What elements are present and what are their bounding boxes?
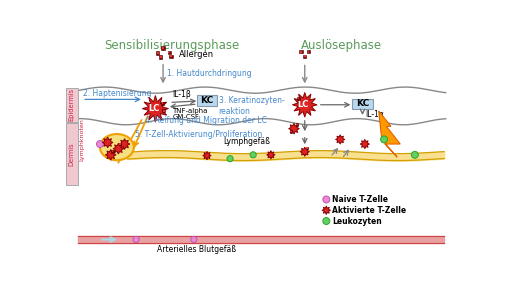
Text: KC: KC [355,99,369,108]
FancyBboxPatch shape [159,55,162,59]
Text: LC: LC [297,100,308,109]
FancyBboxPatch shape [119,143,120,145]
FancyBboxPatch shape [305,146,308,149]
FancyBboxPatch shape [160,56,161,58]
Polygon shape [203,151,211,160]
Polygon shape [360,140,369,149]
FancyBboxPatch shape [298,50,302,53]
Polygon shape [113,143,124,154]
Polygon shape [142,95,168,122]
Polygon shape [105,149,116,160]
Text: IL-1β: IL-1β [172,90,191,99]
FancyBboxPatch shape [289,130,292,133]
FancyBboxPatch shape [306,50,310,53]
Text: IL-1α: IL-1α [364,110,383,118]
Text: Lymphgefäß: Lymphgefäß [223,137,270,146]
FancyBboxPatch shape [163,110,164,112]
Text: Aktivierte T-Zelle: Aktivierte T-Zelle [332,206,406,215]
Text: 2. Haptenisierung: 2. Haptenisierung [83,89,151,98]
Text: Naive T-Zelle: Naive T-Zelle [332,195,388,204]
Polygon shape [378,111,399,157]
Polygon shape [292,92,317,117]
FancyBboxPatch shape [296,124,297,125]
Circle shape [380,136,387,143]
FancyBboxPatch shape [295,124,298,126]
FancyBboxPatch shape [168,52,170,53]
FancyBboxPatch shape [306,147,307,149]
Circle shape [133,236,139,243]
Circle shape [190,236,196,243]
Polygon shape [288,123,299,134]
Text: KC: KC [200,96,213,105]
Text: 5. T-Zell-Aktivierung/Proliferation: 5. T-Zell-Aktivierung/Proliferation [135,130,262,139]
Circle shape [411,151,418,158]
Circle shape [227,156,233,162]
Text: 4. Reifung und Migration der LC: 4. Reifung und Migration der LC [145,116,267,125]
Circle shape [322,196,329,203]
Circle shape [249,152,256,158]
Polygon shape [119,139,130,149]
Text: Epidermis: Epidermis [69,88,75,121]
FancyBboxPatch shape [162,109,165,112]
FancyBboxPatch shape [161,102,164,105]
FancyBboxPatch shape [296,97,299,100]
Text: Leukozyten: Leukozyten [332,217,381,226]
FancyBboxPatch shape [297,98,299,99]
Text: LC: LC [148,104,159,113]
Circle shape [322,217,329,224]
FancyBboxPatch shape [66,123,77,185]
FancyBboxPatch shape [290,131,291,132]
Text: Arterielles Blutgefäß: Arterielles Blutgefäß [157,245,235,254]
FancyBboxPatch shape [118,143,121,145]
Polygon shape [266,151,275,159]
FancyBboxPatch shape [170,55,171,57]
FancyBboxPatch shape [196,95,217,105]
FancyBboxPatch shape [161,102,163,104]
Polygon shape [322,206,330,214]
FancyBboxPatch shape [66,88,77,122]
Text: Auslösephase: Auslösephase [300,39,381,52]
FancyBboxPatch shape [112,151,113,153]
FancyBboxPatch shape [302,55,306,58]
Polygon shape [102,137,113,148]
FancyBboxPatch shape [157,52,158,54]
FancyBboxPatch shape [307,51,309,53]
Text: 1. Hautdurchdringung: 1. Hautdurchdringung [167,69,251,79]
Ellipse shape [99,134,133,160]
FancyBboxPatch shape [156,51,159,55]
FancyBboxPatch shape [304,55,305,57]
Text: Lymphknoten: Lymphknoten [79,118,84,161]
Text: Dermis: Dermis [69,142,75,166]
Polygon shape [299,147,309,156]
Text: Sensibilisierungsphase: Sensibilisierungsphase [105,39,239,52]
FancyBboxPatch shape [111,150,114,153]
Text: 3. Keratinozyten-
reaktion: 3. Keratinozyten- reaktion [218,96,284,116]
Circle shape [96,140,103,147]
Text: Allergen: Allergen [178,50,213,59]
FancyBboxPatch shape [162,47,164,49]
Polygon shape [335,135,344,144]
FancyBboxPatch shape [161,46,165,50]
FancyBboxPatch shape [299,51,301,53]
Text: TNF-alpha
GM-CSF: TNF-alpha GM-CSF [172,108,207,120]
FancyBboxPatch shape [352,99,372,109]
FancyBboxPatch shape [169,55,172,58]
FancyBboxPatch shape [167,51,171,54]
